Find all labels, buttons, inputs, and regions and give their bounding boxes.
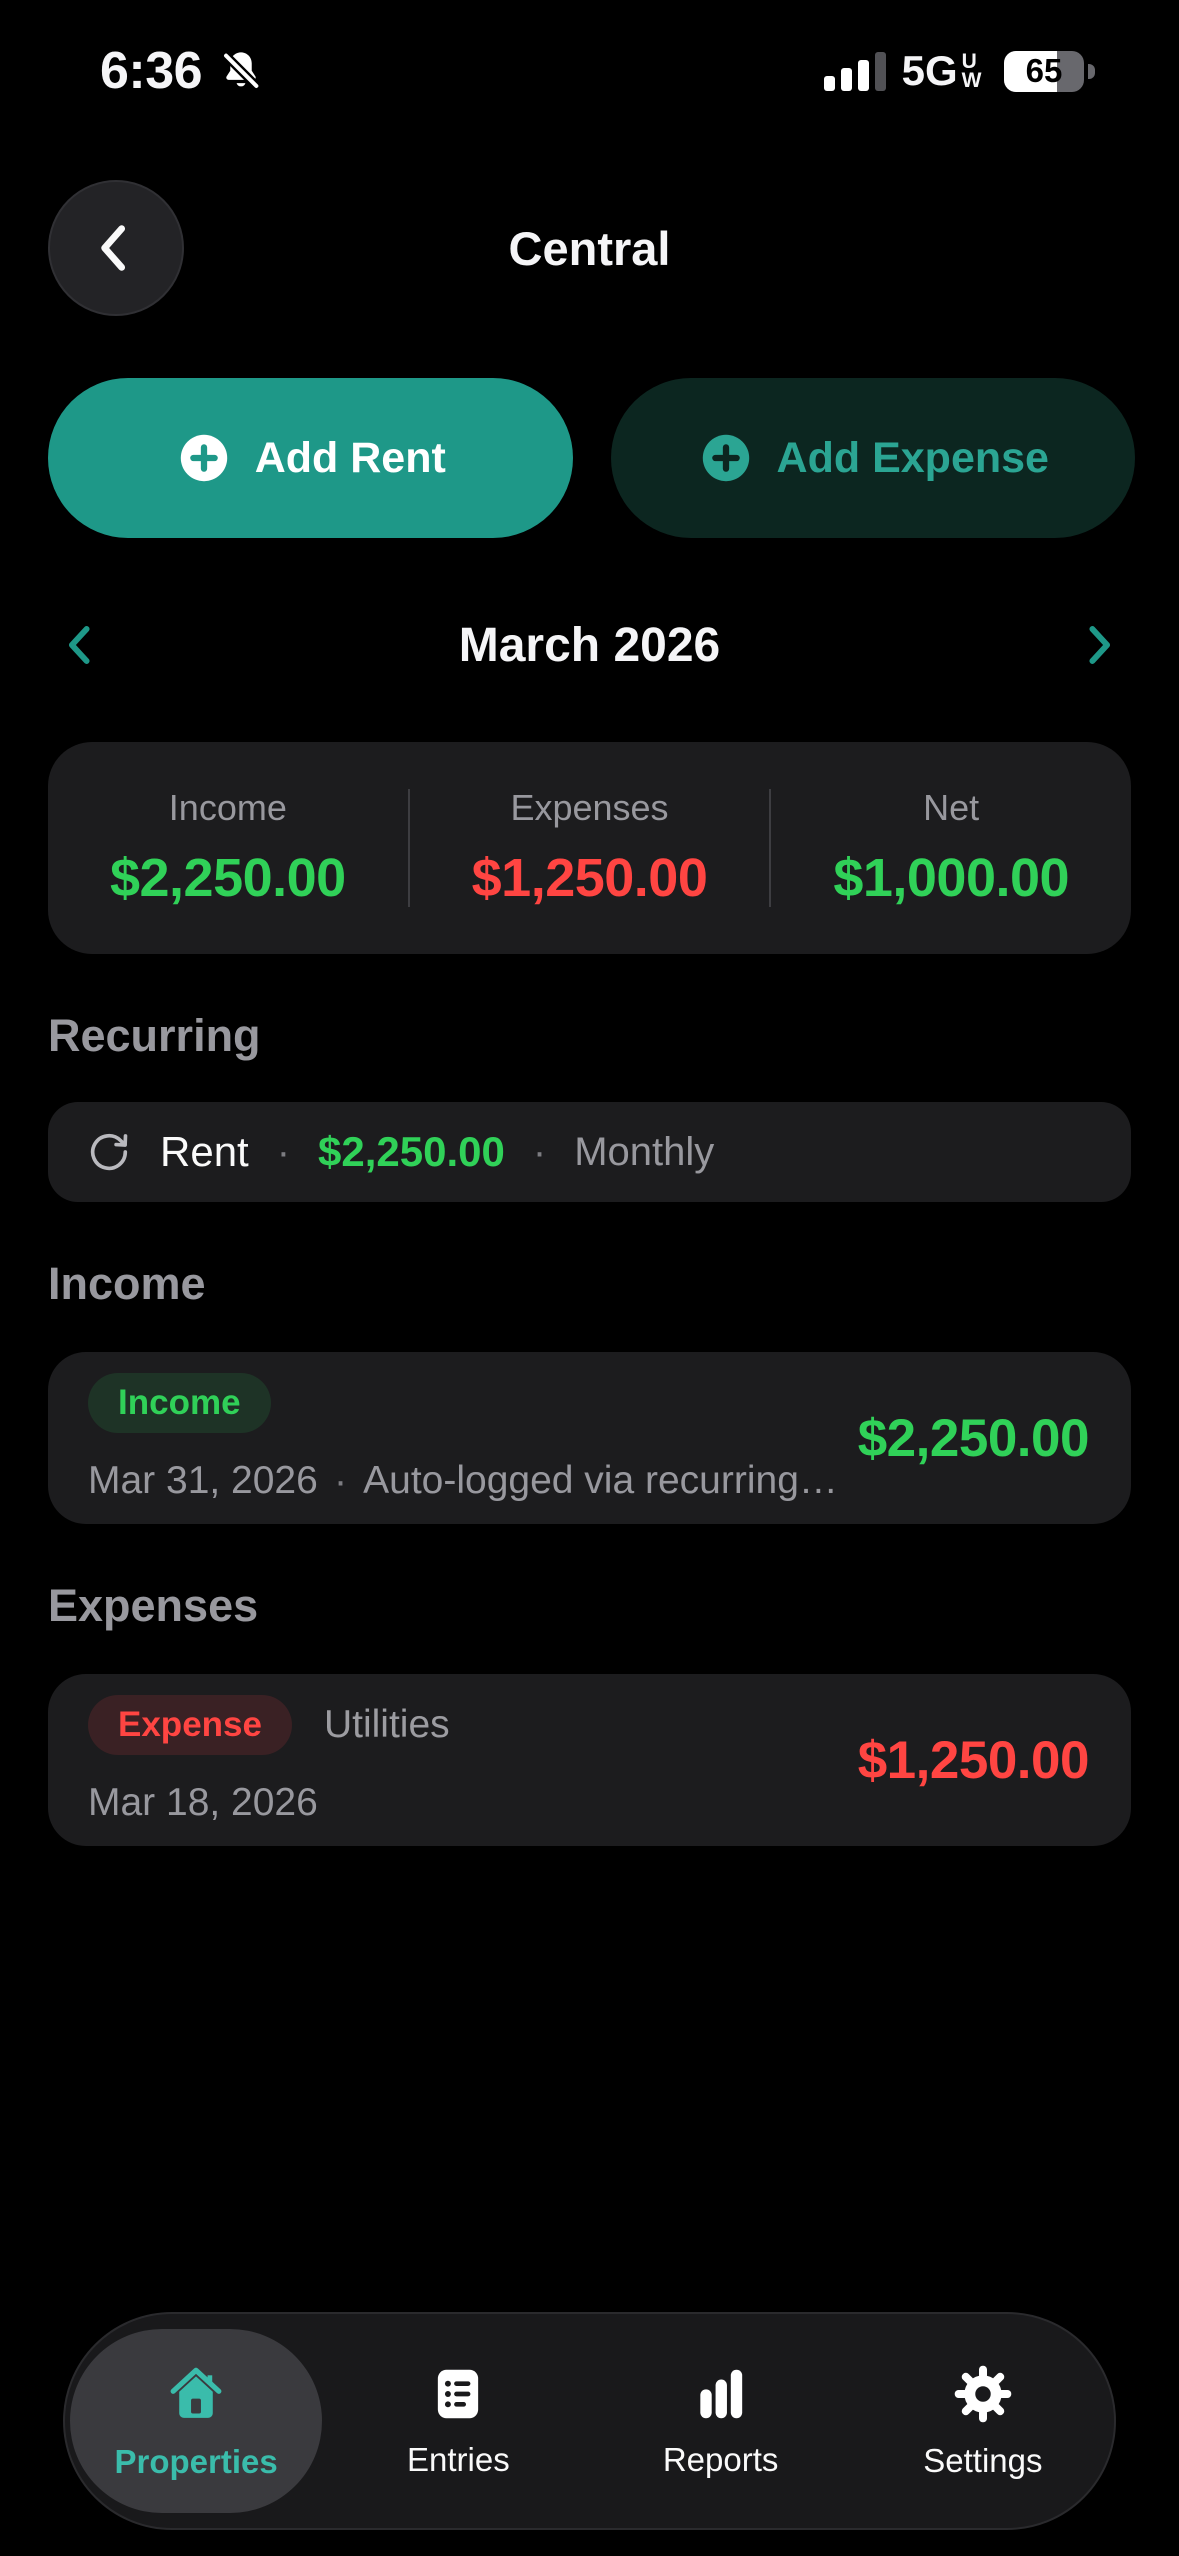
status-time: 6:36 (100, 42, 203, 100)
tab-entries-label: Entries (407, 2441, 510, 2478)
divider (407, 789, 410, 907)
tab-bar: Properties Entries Reports (63, 2312, 1116, 2530)
battery-icon: 65 (1004, 50, 1084, 92)
entry-category: Utilities (323, 1703, 450, 1746)
tab-reports[interactable]: Reports (590, 2314, 852, 2528)
summary-expenses: Expenses $1,250.00 (410, 787, 770, 909)
plus-circle-icon (175, 429, 233, 487)
summary-net-label: Net (923, 787, 980, 828)
income-entry-card[interactable]: Income Mar 31, 2026 · Auto-logged via re… (48, 1352, 1131, 1524)
battery-nub (1088, 63, 1095, 79)
month-label: March 2026 (458, 618, 721, 672)
tab-properties[interactable]: Properties (65, 2314, 327, 2528)
plus-circle-icon (697, 429, 755, 487)
recurring-item-name: Rent (160, 1128, 249, 1175)
home-icon (163, 2361, 229, 2427)
status-bar: 6:36 5G U W 65 (0, 0, 1179, 104)
header: Central (0, 180, 1179, 320)
tab-properties-label: Properties (114, 2443, 278, 2480)
back-button[interactable] (48, 180, 184, 316)
tab-entries[interactable]: Entries (327, 2314, 589, 2528)
gear-icon (951, 2362, 1015, 2426)
dot-separator: · (532, 1129, 547, 1174)
dot-separator: · (276, 1129, 291, 1174)
list-icon (427, 2363, 489, 2425)
bell-slash-icon (218, 48, 264, 94)
dot-separator: · (333, 1458, 348, 1503)
expense-entry-amount: $1,250.00 (857, 1730, 1090, 1790)
expense-badge: Expense (88, 1695, 292, 1755)
bar-chart-icon (690, 2363, 752, 2425)
summary-expenses-value: $1,250.00 (471, 848, 708, 908)
income-section-title: Income (48, 1258, 206, 1309)
recurring-item-frequency: Monthly (574, 1129, 715, 1174)
summary-income: Income $2,250.00 (48, 787, 408, 909)
summary-net-value: $1,000.00 (833, 848, 1070, 908)
month-navigation: March 2026 (48, 612, 1131, 678)
income-entry-amount: $2,250.00 (857, 1408, 1090, 1468)
recurring-item-amount: $2,250.00 (318, 1128, 505, 1175)
expense-entry-card[interactable]: Expense Utilities Mar 18, 2026 $1,250.00 (48, 1674, 1131, 1846)
divider (769, 789, 772, 907)
expenses-section-title: Expenses (48, 1580, 259, 1631)
income-badge: Income (88, 1372, 271, 1433)
tab-settings-label: Settings (923, 2442, 1043, 2479)
refresh-icon (86, 1129, 132, 1175)
add-expense-button[interactable]: Add Expense (610, 378, 1135, 538)
network-indicator: 5G U W (901, 47, 982, 94)
add-rent-label: Add Rent (254, 433, 446, 482)
summary-expenses-label: Expenses (510, 787, 669, 828)
chevron-left-icon (85, 217, 147, 279)
summary-income-label: Income (168, 787, 287, 828)
recurring-section-title: Recurring (48, 1010, 261, 1061)
add-expense-label: Add Expense (776, 433, 1049, 482)
entry-note: Auto-logged via recurring… (363, 1459, 838, 1502)
tab-reports-label: Reports (662, 2441, 779, 2478)
monthly-summary-card: Income $2,250.00 Expenses $1,250.00 Net … (48, 742, 1131, 954)
add-rent-button[interactable]: Add Rent (48, 378, 573, 538)
summary-income-value: $2,250.00 (109, 848, 346, 908)
recurring-item-row[interactable]: Rent · $2,250.00 · Monthly (48, 1102, 1131, 1202)
entry-date: Mar 18, 2026 (88, 1781, 318, 1824)
previous-month-button[interactable] (48, 612, 114, 678)
cellular-signal-icon (823, 51, 886, 91)
entry-date: Mar 31, 2026 (88, 1459, 318, 1502)
summary-net: Net $1,000.00 (771, 787, 1131, 909)
tab-settings[interactable]: Settings (852, 2314, 1114, 2528)
next-month-button[interactable] (1065, 612, 1131, 678)
action-buttons: Add Rent Add Expense (48, 378, 1135, 538)
